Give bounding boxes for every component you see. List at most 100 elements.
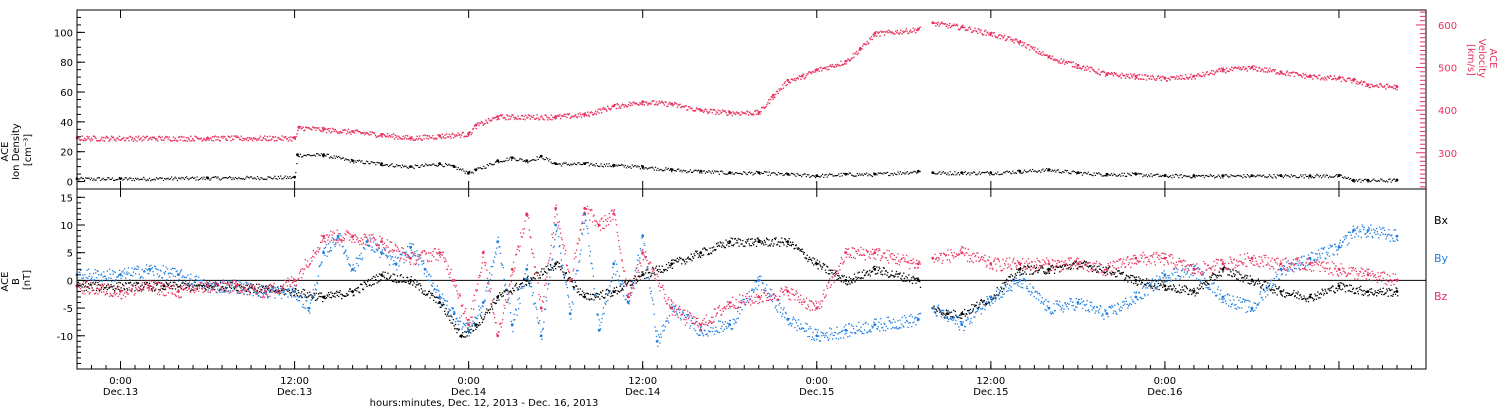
density-sample [110,178,112,180]
bx-sample [182,289,185,291]
bx-sample [1243,277,1245,279]
velocity-sample [540,116,542,118]
velocity-sample [972,30,974,32]
velocity-sample [775,93,777,96]
velocity-sample [1284,73,1286,75]
by-sample [159,269,161,271]
velocity-sample [427,138,430,140]
bx-sample [834,275,836,277]
velocity-sample [528,115,531,117]
density-sample [722,171,724,173]
velocity-sample [1153,78,1155,80]
bx-sample [1106,273,1109,275]
bx-sample [980,299,982,302]
density-sample [1201,174,1203,176]
velocity-sample [854,52,856,54]
velocity-sample [517,115,519,117]
velocity-sample [985,34,987,36]
bx-point [583,295,587,299]
density-sample [162,179,165,182]
density-sample [893,172,896,174]
density-sample [1305,175,1308,177]
density-sample [456,168,458,171]
velocity-sample [1165,80,1168,82]
density-sample [1337,176,1339,178]
velocity-sample [784,81,786,83]
velocity-sample [659,102,661,104]
velocity-sample [449,135,451,138]
velocity-sample [622,104,625,106]
velocity-sample [431,137,433,139]
velocity-sample [1220,67,1222,70]
velocity-sample [571,115,573,117]
by-sample [203,278,205,281]
velocity-sample [279,138,282,140]
bx-sample [1178,284,1180,286]
bx-sample [318,295,320,298]
velocity-sample [875,31,877,33]
velocity-sample [569,117,571,119]
velocity-sample [1114,73,1116,75]
bx-sample [520,283,523,285]
bx-sample [1130,274,1132,277]
bx-sample [1060,266,1062,268]
by-sample [185,276,188,278]
density-sample [231,178,233,181]
velocity-sample [1043,53,1045,56]
velocity-sample [1237,67,1239,69]
velocity-sample [384,134,386,137]
density-sample [909,172,911,174]
velocity-sample [820,66,822,69]
velocity-sample [993,32,995,34]
velocity-sample [303,130,305,132]
velocity-sample [426,137,428,140]
velocity-sample [125,137,128,139]
density-sample [346,159,348,161]
velocity-point [1395,85,1399,89]
velocity-sample [153,136,155,138]
velocity-sample [327,128,330,130]
density-sample [1058,171,1060,173]
bx-sample [1346,285,1349,287]
bx-sample [416,281,418,283]
velocity-sample [835,65,838,68]
velocity-sample [211,139,213,142]
density-sample [157,178,159,180]
velocity-sample [1291,72,1293,74]
velocity-sample [1325,77,1327,80]
velocity-sample [1392,86,1394,88]
velocity-sample [117,137,119,139]
density-sample [642,167,644,169]
bx-sample [1085,261,1088,263]
velocity-sample [564,115,566,118]
velocity-sample [1282,73,1284,75]
velocity-sample [1235,67,1237,69]
velocity-sample [1043,54,1046,57]
by-sample [213,281,215,284]
density-sample [375,164,377,166]
bx-sample [726,244,728,246]
density-sample [312,154,314,157]
density-sample [527,162,529,164]
velocity-sample [418,137,420,139]
bx-sample [266,287,268,289]
density-sample [1210,175,1212,177]
density-sample [425,163,427,165]
velocity-sample [1334,77,1336,80]
by-sample [211,283,213,285]
velocity-sample [647,104,649,106]
density-sample [1099,173,1101,175]
density-sample [989,174,991,176]
bx-sample [984,304,986,306]
density-sample [853,175,855,177]
velocity-sample [534,118,537,120]
bx-sample [759,241,761,243]
velocity-sample [1281,72,1283,74]
bx-point [945,312,949,315]
bx-sample [804,257,806,259]
density-sample [765,171,767,173]
velocity-sample [1022,41,1024,44]
velocity-sample [746,110,748,112]
density-sample [297,155,299,157]
bx-sample [861,277,863,279]
